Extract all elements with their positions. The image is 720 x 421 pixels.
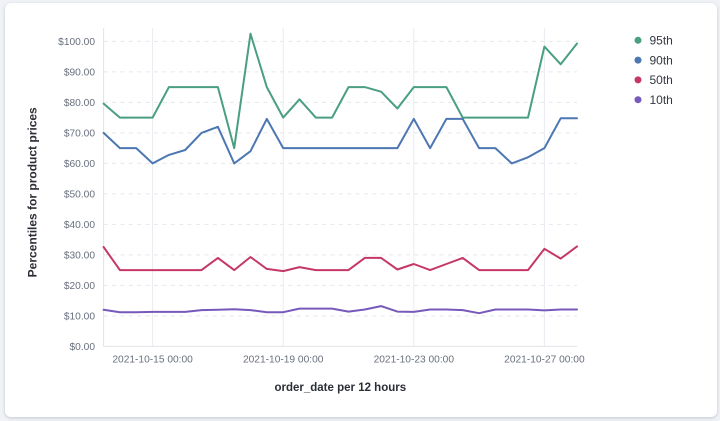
svg-text:$0.00: $0.00 [70,342,96,353]
svg-text:$40.00: $40.00 [64,220,95,231]
svg-text:$60.00: $60.00 [64,159,95,170]
svg-text:$80.00: $80.00 [64,98,95,109]
svg-text:$50.00: $50.00 [64,189,95,200]
svg-text:50th: 50th [650,73,673,87]
svg-text:$10.00: $10.00 [64,311,95,322]
svg-text:Percentiles for product prices: Percentiles for product prices [26,107,40,277]
svg-text:$20.00: $20.00 [64,281,95,292]
svg-text:$70.00: $70.00 [64,128,95,139]
svg-text:2021-10-27 00:00: 2021-10-27 00:00 [504,355,585,366]
svg-text:10th: 10th [650,93,673,107]
svg-text:90th: 90th [650,53,673,67]
svg-text:$100.00: $100.00 [58,37,95,48]
svg-text:95th: 95th [650,34,673,48]
svg-text:$30.00: $30.00 [64,250,95,261]
svg-text:2021-10-15 00:00: 2021-10-15 00:00 [112,355,193,366]
svg-text:$90.00: $90.00 [64,67,95,78]
svg-text:order_date per 12 hours: order_date per 12 hours [274,382,406,394]
svg-text:2021-10-19 00:00: 2021-10-19 00:00 [243,355,324,366]
svg-text:2021-10-23 00:00: 2021-10-23 00:00 [374,355,455,366]
